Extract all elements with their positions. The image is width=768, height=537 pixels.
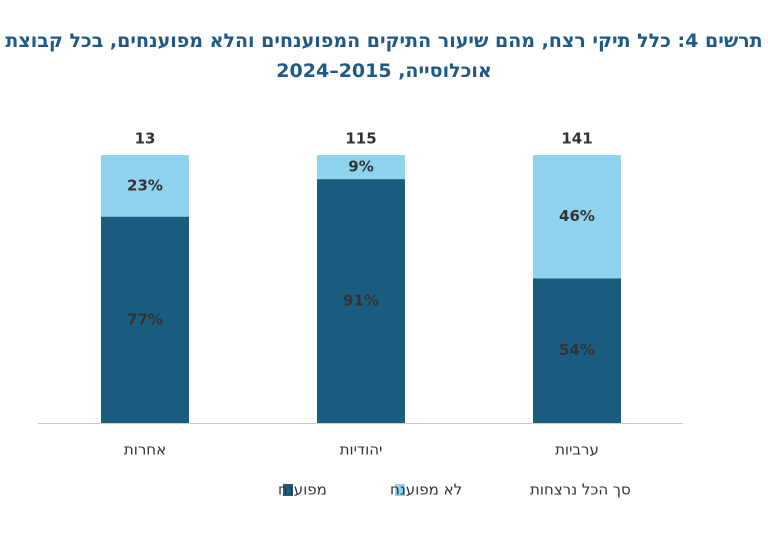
- data-label: 77%: [127, 310, 163, 328]
- x-tick-label: יהודיות: [340, 441, 383, 459]
- data-label: 23%: [127, 176, 163, 194]
- total-label: 141: [561, 130, 592, 148]
- data-label: 91%: [343, 292, 379, 310]
- total-label: 13: [135, 130, 156, 148]
- bar-segment: [317, 179, 405, 423]
- data-label: 54%: [559, 341, 595, 359]
- legend-label: לא מפוענח: [390, 481, 462, 499]
- x-tick-label: ערביות: [555, 441, 599, 459]
- bar-segment: [101, 216, 189, 423]
- bar-segment: [533, 278, 621, 423]
- x-tick-label: אחרות: [124, 441, 166, 459]
- legend-swatch: [283, 484, 293, 496]
- legend-label: סך הכל נרצחות: [530, 481, 631, 499]
- chart-title: תרשים 4: כלל תיקי רצח, מהם שיעור התיקים …: [5, 30, 763, 82]
- total-label: 115: [345, 130, 376, 148]
- bar-segment: [317, 155, 405, 180]
- data-label: 46%: [559, 207, 595, 225]
- data-label: 9%: [348, 158, 373, 176]
- legend-label: מפוענח: [278, 481, 327, 499]
- legend-swatch: [395, 484, 405, 496]
- bar-segment: [533, 155, 621, 279]
- bar-segment: [101, 155, 189, 217]
